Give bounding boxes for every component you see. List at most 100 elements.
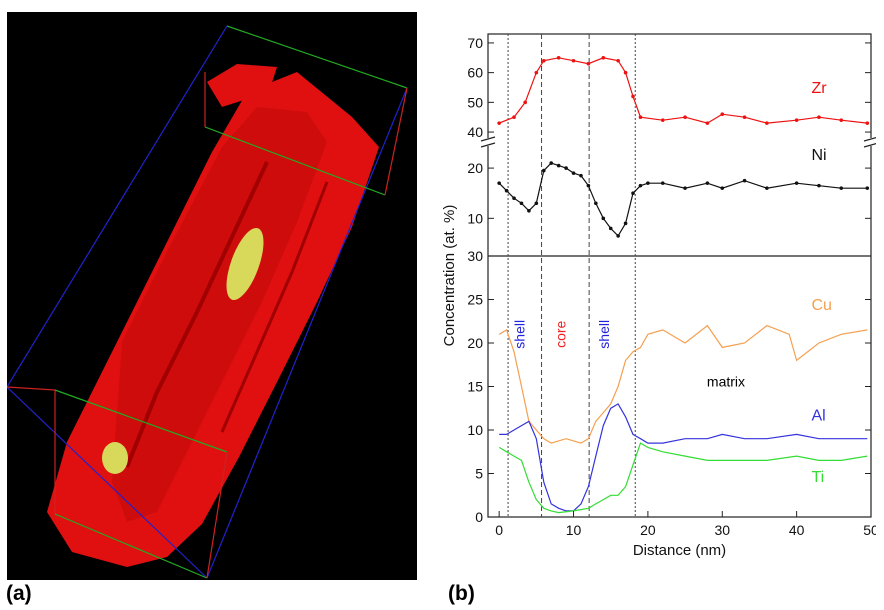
data-point-zr xyxy=(571,58,576,63)
data-point-zr xyxy=(623,70,628,75)
data-point-ni xyxy=(497,181,501,185)
data-point-zr xyxy=(720,112,725,117)
axis-break-mark xyxy=(863,142,876,148)
y-tick-label: 10 xyxy=(467,210,483,226)
data-point-zr xyxy=(631,94,635,99)
y-tick-label: 40 xyxy=(467,124,483,140)
data-point-ni xyxy=(839,186,844,190)
series-line-cu xyxy=(498,324,868,444)
region-guides xyxy=(507,34,636,517)
region-label-shell: shell xyxy=(511,320,527,349)
data-point-ni xyxy=(705,181,710,185)
axis-break-gap xyxy=(866,138,876,146)
data-point-ni xyxy=(586,183,591,188)
x-tick-label: 30 xyxy=(714,522,730,538)
data-point-ni xyxy=(579,173,583,178)
series-line-ti xyxy=(498,442,868,514)
data-point-zr xyxy=(523,100,527,105)
precipitate-large xyxy=(226,227,264,301)
data-point-ni xyxy=(742,178,747,183)
reconstruction-graphic xyxy=(7,25,408,579)
y-tick-label: 25 xyxy=(467,292,483,308)
y-tick-label: 0 xyxy=(475,509,483,525)
data-point-zr xyxy=(705,121,710,125)
isosurface-ridge xyxy=(125,161,269,468)
panel-a-label: (a) xyxy=(6,582,32,605)
data-point-ni xyxy=(765,186,769,190)
data-point-ni xyxy=(571,171,576,175)
panel-b-label: (b) xyxy=(448,582,475,605)
concentration-profile-chart: 0 10 20 30 40 50 40 50 60 70 10 20 0 5 10 15 20 25 30 Zr Ni… xyxy=(441,33,876,559)
bounding-box xyxy=(7,25,408,579)
data-point-zr xyxy=(586,61,591,66)
data-point-ni xyxy=(556,163,561,168)
data-point-zr xyxy=(601,55,606,60)
chart-labels: Zr Ni Cu Al Ti shell core shell matrix xyxy=(511,80,832,486)
data-point-zr xyxy=(616,58,620,63)
x-tick-label: 0 xyxy=(495,522,503,538)
data-point-ni xyxy=(527,208,531,213)
y-tick-label: 10 xyxy=(467,422,483,438)
data-point-zr xyxy=(497,121,501,125)
data-point-ni xyxy=(616,234,620,238)
data-point-ni xyxy=(519,201,524,206)
data-point-zr xyxy=(556,55,561,60)
axis-break-gap xyxy=(483,138,493,146)
atom-probe-reconstruction-image xyxy=(7,12,417,580)
isosurface-shade xyxy=(112,107,327,522)
data-point-zr xyxy=(794,118,799,122)
data-point-ni xyxy=(564,166,568,170)
data-point-ni xyxy=(720,186,725,190)
y-tick-label: 5 xyxy=(475,466,483,482)
series-line-ni xyxy=(498,162,868,237)
data-point-ni xyxy=(549,161,554,165)
data-point-ni xyxy=(608,226,613,231)
region-label-core: core xyxy=(552,320,568,347)
data-point-zr xyxy=(865,121,870,125)
y-tick-label: 30 xyxy=(467,248,483,264)
series-label-al: Al xyxy=(812,408,826,425)
y-tick-label: 60 xyxy=(467,65,483,81)
data-point-ni xyxy=(638,183,643,188)
y-tick-label: 20 xyxy=(467,335,483,351)
y-tick-label: 70 xyxy=(467,35,483,51)
data-point-ni xyxy=(504,188,509,193)
data-point-zr xyxy=(742,115,747,119)
region-label-matrix: matrix xyxy=(707,374,745,390)
axis-ticks: 0 10 20 30 40 50 40 50 60 70 10 20 0 5 10 15 20 25 30 xyxy=(467,35,876,538)
isosurface-ridge-2 xyxy=(220,181,329,433)
y-tick-label: 50 xyxy=(467,94,483,110)
data-point-zr xyxy=(512,115,516,119)
plot-border xyxy=(487,33,872,518)
data-point-ni xyxy=(631,191,635,196)
y-tick-label: 20 xyxy=(467,160,483,176)
data-point-ni xyxy=(646,181,650,185)
x-axis-label: Distance (nm) xyxy=(633,542,726,559)
series-label-zr: Zr xyxy=(812,80,828,97)
data-point-ni xyxy=(683,186,687,190)
data-point-zr xyxy=(541,58,546,63)
series-lines xyxy=(497,55,870,514)
chart-frame xyxy=(480,33,876,518)
axis-break-mark xyxy=(863,136,876,142)
y-tick-label: 15 xyxy=(467,379,483,395)
data-point-ni xyxy=(865,186,870,190)
data-point-ni xyxy=(512,196,516,201)
x-tick-label: 10 xyxy=(566,522,582,538)
data-point-zr xyxy=(683,115,687,119)
data-point-zr xyxy=(817,115,821,119)
data-point-ni xyxy=(594,201,598,206)
x-tick-label: 20 xyxy=(640,522,656,538)
series-label-ni: Ni xyxy=(812,147,827,164)
data-point-ni xyxy=(660,181,665,185)
data-point-zr xyxy=(534,70,539,75)
data-point-zr xyxy=(839,118,844,122)
data-point-ni xyxy=(541,168,546,173)
y-axis-label: Concentration (at. %) xyxy=(441,205,458,347)
series-line-al xyxy=(499,403,868,512)
data-point-ni xyxy=(817,183,821,188)
gap-region xyxy=(232,452,282,527)
data-point-zr xyxy=(765,121,769,125)
data-point-ni xyxy=(623,221,628,226)
x-tick-label: 50 xyxy=(863,522,876,538)
